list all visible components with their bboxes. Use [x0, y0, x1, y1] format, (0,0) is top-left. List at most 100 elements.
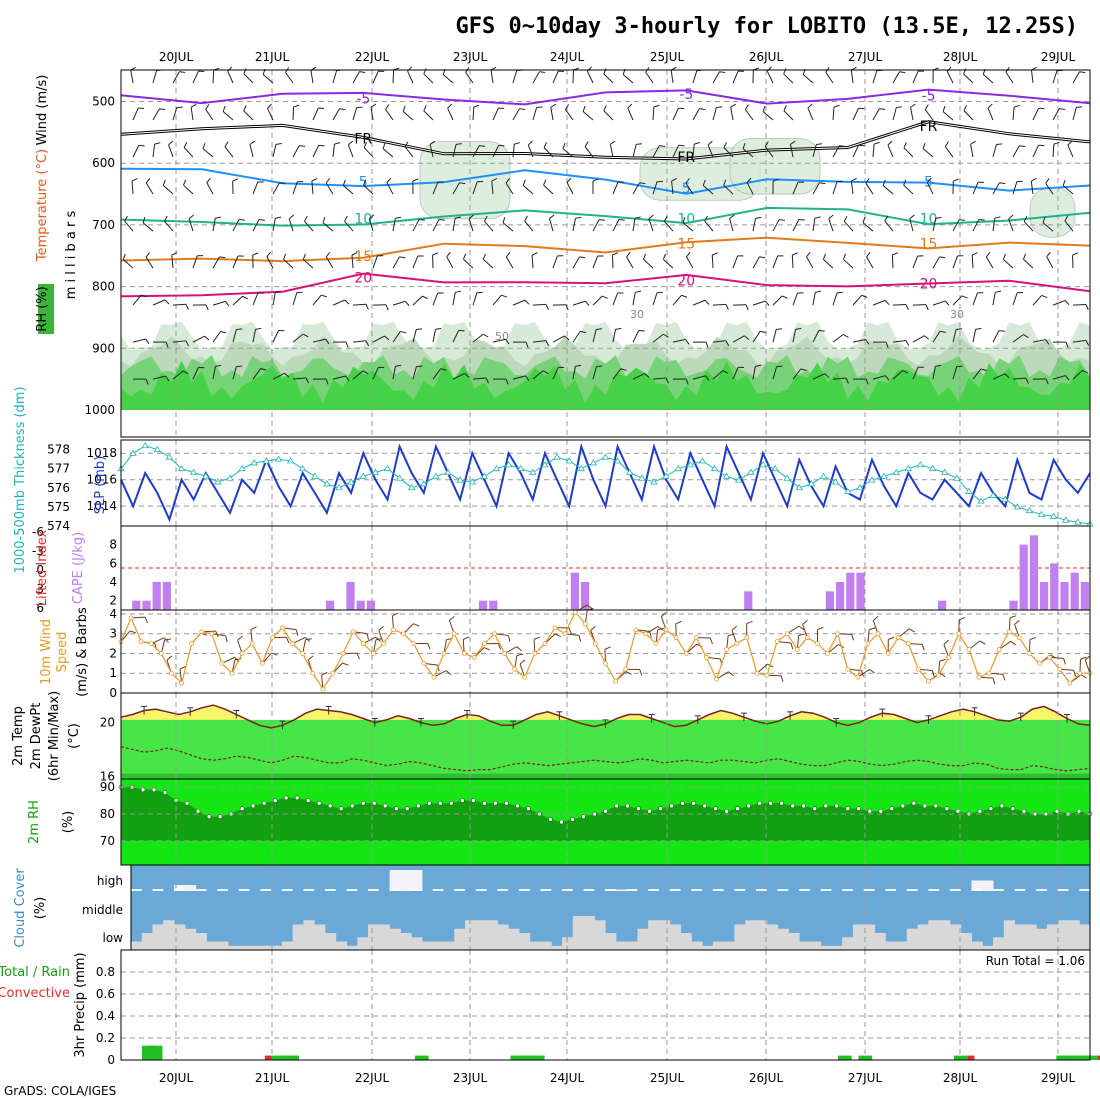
wind-barb	[145, 182, 154, 195]
wind-barb	[252, 329, 256, 343]
low-cloud-bar	[831, 945, 843, 950]
rh-2m-point	[217, 814, 223, 819]
wind-speed-point	[633, 627, 639, 633]
wind-barb-flag	[639, 182, 646, 185]
wind-barb	[352, 107, 358, 121]
wind-barb-flag	[939, 256, 946, 259]
rh-shade-patch	[1029, 187, 1076, 238]
wind-barb-flag	[536, 106, 543, 109]
wind-barb-flag	[416, 328, 423, 331]
surface-wind-barb-flag	[366, 633, 369, 640]
surface-wind-barb-flag	[709, 637, 713, 645]
wind-speed-point	[471, 655, 477, 660]
wind-speed-point	[431, 674, 437, 680]
wind-barb-flag	[671, 177, 677, 182]
wind-barb-flag	[978, 218, 985, 221]
wind-barb-flag	[903, 142, 907, 148]
wind-barb-flag	[995, 290, 1002, 293]
wind-speed-point	[623, 666, 629, 672]
wind-barb	[828, 218, 834, 232]
wind-barb-flag	[154, 142, 161, 145]
wind-barb-flag	[482, 253, 486, 260]
low-cloud-bar	[712, 941, 725, 950]
wind-barb	[352, 340, 366, 343]
wind-barb-flag	[582, 105, 586, 112]
rh-2m-point	[526, 806, 531, 811]
wind-speed-point	[370, 651, 376, 656]
rh-2m-point	[790, 803, 795, 809]
temperature-axis-label: Temperature (°C)	[35, 149, 50, 262]
wind-axis-label-2: Speed	[55, 632, 70, 673]
low-cloud-bar	[206, 941, 218, 950]
surface-wind-barb-flag	[817, 626, 824, 631]
thickness-point	[189, 468, 198, 475]
rh-shade-90	[121, 360, 1090, 410]
wind-barb-flag	[464, 373, 470, 378]
surface-wind-barb-flag	[554, 633, 561, 637]
wind-barb	[987, 107, 994, 121]
surface-wind-barb-flag	[321, 671, 328, 676]
rh-contour-label: 30	[630, 308, 644, 321]
wind-barb-flag	[243, 68, 247, 74]
wind-barb	[652, 292, 658, 306]
wind-barb	[192, 70, 199, 84]
thickness-point	[517, 464, 525, 472]
rh-2m-area	[121, 787, 1090, 841]
wind-barb	[912, 255, 919, 269]
wind-speed-point	[693, 635, 699, 641]
surface-wind-barb-flag	[802, 619, 808, 625]
low-cloud-bar	[163, 920, 175, 950]
thickness-point	[565, 457, 573, 464]
low-cloud-bar	[465, 920, 477, 950]
wind-barb-flag	[416, 365, 423, 368]
surface-wind-barb-flag	[375, 638, 383, 641]
wind-barb	[1062, 185, 1074, 195]
wind-tick-label: 4	[109, 607, 117, 621]
rh-2m-point	[239, 806, 245, 811]
wind-barb-flag	[524, 215, 528, 222]
thickness-point	[456, 476, 464, 483]
wind-barb-flag	[423, 105, 427, 112]
wind-barb-flag	[653, 104, 660, 108]
temp-2m-panel: 16 20 2m Temp 2m DewPt (6hr Min/Max) (°C)	[11, 691, 1091, 783]
surface-wind-barb-flag	[445, 670, 452, 676]
wind-barb	[992, 182, 1000, 195]
bottom-date-label: 29JUL	[1041, 1071, 1076, 1085]
wind-barb	[1012, 292, 1018, 306]
wind-barb-flag	[299, 145, 306, 147]
wind-barb-flag	[665, 377, 669, 384]
high-cloud-trace	[928, 889, 940, 891]
rh-2m-point	[856, 806, 862, 811]
thickness-point	[795, 484, 804, 491]
wind-barb-flag	[202, 142, 206, 149]
wind-barb-flag	[845, 377, 849, 384]
wind-barb-flag	[162, 179, 166, 186]
wind-barb	[712, 107, 717, 121]
surface-wind-barb-flag	[728, 671, 734, 676]
wind-barb	[732, 367, 739, 380]
wind-barb	[272, 372, 285, 380]
surface-wind-barb-flag	[1063, 658, 1066, 665]
wind-barb	[752, 300, 766, 306]
rh-2m-point	[305, 798, 311, 803]
wind-barb	[423, 73, 434, 84]
wind-barb-flag	[293, 104, 300, 108]
thickness-point	[783, 474, 791, 481]
cape-bar	[326, 600, 335, 610]
wind-barb-flag	[363, 142, 368, 148]
cape-bar	[1040, 582, 1049, 610]
wind-barb	[942, 111, 954, 121]
surface-wind-barb-flag	[851, 634, 855, 641]
thickness-point	[407, 484, 416, 491]
high-cloud-bar	[389, 870, 401, 891]
wind-barb	[429, 144, 434, 158]
thickness-point	[311, 472, 319, 479]
low-cloud-bar	[486, 920, 498, 950]
wind-barb	[752, 366, 756, 380]
wind-barb	[812, 373, 825, 380]
thickness-point	[868, 476, 876, 483]
wind-barb	[505, 182, 514, 195]
thickness-point	[177, 464, 186, 472]
thickness-point	[347, 478, 355, 485]
